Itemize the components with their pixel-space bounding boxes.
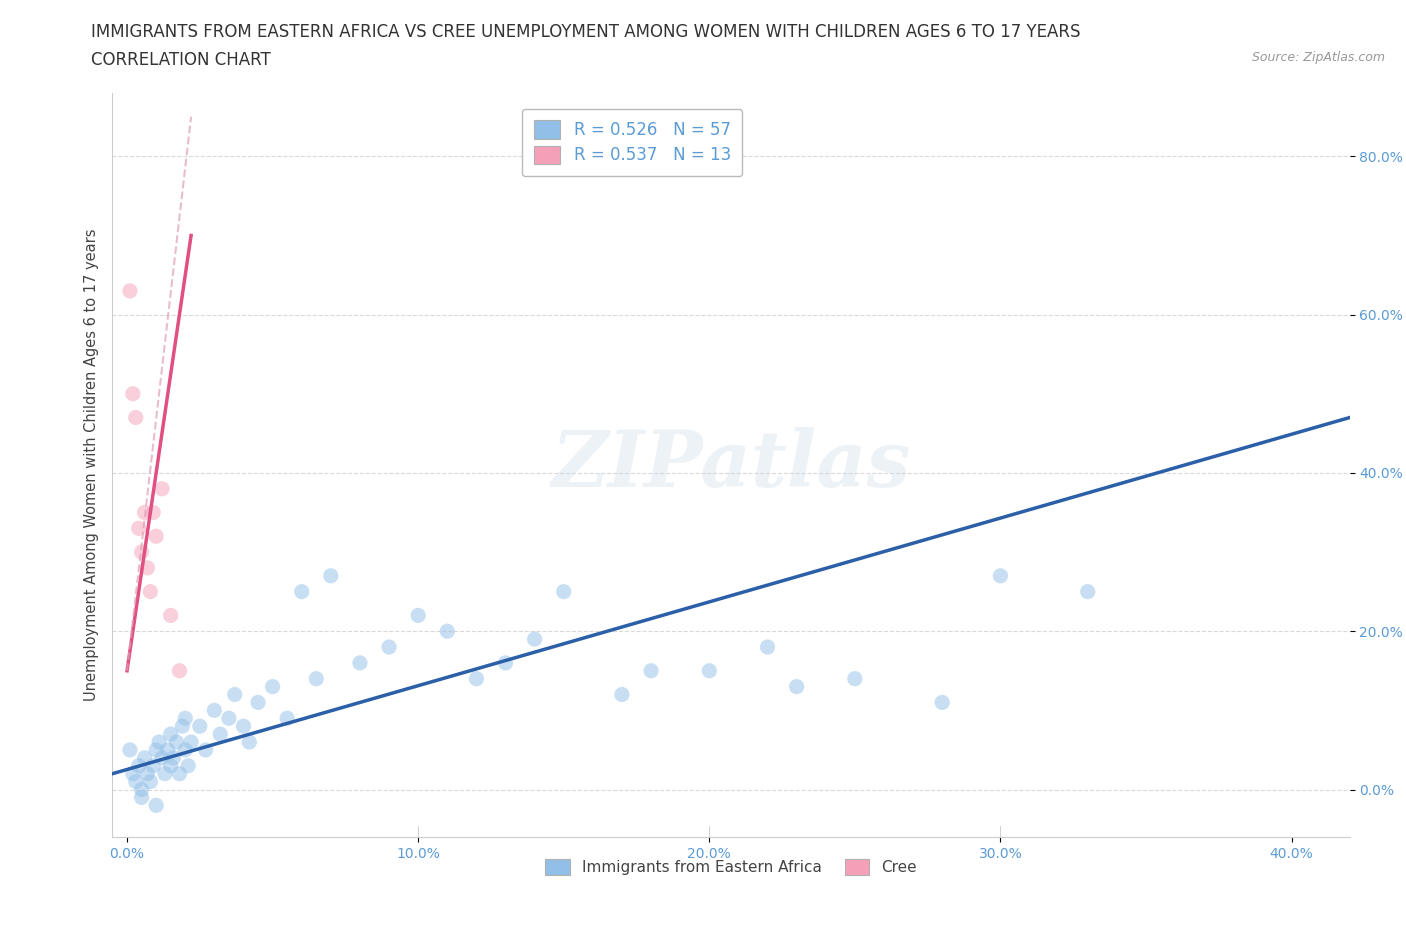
Point <box>553 584 575 599</box>
Point <box>169 663 191 678</box>
Point <box>378 640 401 655</box>
Point <box>247 695 270 710</box>
Point <box>305 671 328 686</box>
Point <box>128 521 150 536</box>
Point <box>125 410 148 425</box>
Point <box>232 719 254 734</box>
Point <box>319 568 342 583</box>
Point <box>153 766 176 781</box>
Point <box>159 726 181 741</box>
Point <box>465 671 488 686</box>
Point <box>202 703 225 718</box>
Point <box>436 624 458 639</box>
Point <box>349 656 371 671</box>
Point <box>1077 584 1099 599</box>
Point <box>142 758 165 773</box>
Point <box>844 671 866 686</box>
Point <box>145 798 167 813</box>
Point <box>139 774 162 789</box>
Point <box>142 505 165 520</box>
Point <box>756 640 779 655</box>
Point <box>180 735 202 750</box>
Point <box>134 751 156 765</box>
Point <box>218 711 240 725</box>
Point <box>145 529 167 544</box>
Point <box>148 735 170 750</box>
Point <box>166 735 188 750</box>
Point <box>136 766 159 781</box>
Point <box>194 742 217 757</box>
Point <box>209 726 232 741</box>
Point <box>640 663 662 678</box>
Point <box>131 790 153 804</box>
Point <box>276 711 298 725</box>
Point <box>121 766 143 781</box>
Point <box>931 695 953 710</box>
Point <box>224 687 246 702</box>
Legend: R = 0.526   N = 57, R = 0.537   N = 13: R = 0.526 N = 57, R = 0.537 N = 13 <box>522 109 742 176</box>
Point <box>169 766 191 781</box>
Text: CORRELATION CHART: CORRELATION CHART <box>91 51 271 69</box>
Point <box>131 782 153 797</box>
Point <box>174 711 197 725</box>
Point <box>118 284 141 299</box>
Point <box>990 568 1012 583</box>
Point <box>150 482 173 497</box>
Point <box>523 631 546 646</box>
Point <box>136 561 159 576</box>
Point <box>177 758 200 773</box>
Point <box>172 719 194 734</box>
Point <box>145 742 167 757</box>
Point <box>238 735 260 750</box>
Point <box>125 774 148 789</box>
Point <box>174 742 197 757</box>
Text: IMMIGRANTS FROM EASTERN AFRICA VS CREE UNEMPLOYMENT AMONG WOMEN WITH CHILDREN AG: IMMIGRANTS FROM EASTERN AFRICA VS CREE U… <box>91 23 1081 41</box>
Point <box>139 584 162 599</box>
Y-axis label: Unemployment Among Women with Children Ages 6 to 17 years: Unemployment Among Women with Children A… <box>83 229 98 701</box>
Point <box>188 719 211 734</box>
Point <box>121 386 143 401</box>
Point <box>159 758 181 773</box>
Point <box>131 545 153 560</box>
Point <box>156 742 179 757</box>
Point <box>150 751 173 765</box>
Text: Source: ZipAtlas.com: Source: ZipAtlas.com <box>1251 51 1385 64</box>
Point <box>291 584 314 599</box>
Point <box>697 663 720 678</box>
Point <box>162 751 184 765</box>
Point <box>118 742 141 757</box>
Point <box>159 608 181 623</box>
Text: ZIPatlas: ZIPatlas <box>551 427 911 503</box>
Point <box>610 687 633 702</box>
Point <box>134 505 156 520</box>
Point <box>128 758 150 773</box>
Point <box>786 679 808 694</box>
Point <box>406 608 429 623</box>
Point <box>262 679 284 694</box>
Point <box>495 656 517 671</box>
